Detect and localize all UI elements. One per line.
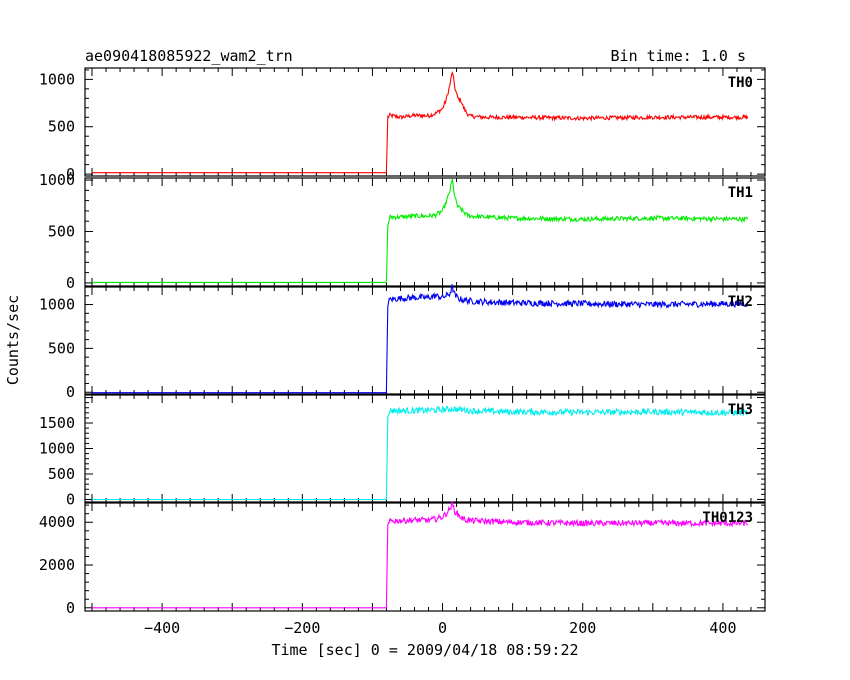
panel-label-th0: TH0 (728, 75, 753, 91)
x-tick-label: −400 (144, 619, 180, 637)
y-tick-label: 1000 (39, 440, 75, 458)
panel-label-th3: TH3 (728, 402, 753, 418)
x-tick-labels: −400 −200 0 200 400 (144, 619, 736, 637)
panel-label-th2: TH2 (728, 294, 753, 310)
panel-th0: 0 500 1000 TH0 (39, 67, 766, 183)
y-tick-label: 0 (66, 165, 75, 183)
y-tick-label: 1500 (39, 414, 75, 432)
panel-th2: 0 500 1000 TH2 (39, 284, 766, 401)
y-tick-label: 500 (48, 465, 75, 483)
y-tick-label: 0 (66, 383, 75, 401)
panel-frame (84, 502, 766, 612)
series-line-th2 (92, 284, 749, 394)
x-tick-label: 0 (438, 619, 447, 637)
panels-group: 0 500 1000 TH0 0 500 1000 TH1 0 500 1000 TH2 0 500 100… (39, 67, 766, 617)
y-tick-label: 0 (66, 490, 75, 508)
panel-frame (84, 67, 766, 177)
y-axis-label: Counts/sec (4, 295, 22, 385)
panel-frame (84, 286, 766, 395)
y-tick-label: 500 (48, 339, 75, 357)
x-axis-label: Time [sec] 0 = 2009/04/18 08:59:22 (271, 641, 578, 659)
bin-time-label: Bin time: 1.0 s (611, 47, 746, 65)
y-tick-label: 1000 (39, 70, 75, 88)
y-tick-label: 1000 (39, 171, 75, 189)
y-tick-label: 1000 (39, 296, 75, 314)
series-line-th0123 (92, 500, 748, 609)
y-tick-label: 2000 (39, 556, 75, 574)
panel-th0123: 0 2000 4000 TH0123 (39, 500, 766, 617)
series-line-th0 (92, 70, 749, 174)
y-tick-label: 0 (66, 599, 75, 617)
y-tick-label: 500 (48, 118, 75, 136)
y-tick-label: 4000 (39, 513, 75, 531)
x-tick-label: 400 (709, 619, 736, 637)
x-tick-label: −200 (284, 619, 320, 637)
panel-frame (84, 177, 766, 287)
y-tick-label: 500 (48, 222, 75, 240)
x-tick-label: 200 (569, 619, 596, 637)
series-line-th1 (92, 178, 749, 283)
y-tick-label: 0 (66, 274, 75, 292)
panel-label-th0123: TH0123 (702, 510, 753, 526)
chart-title: ae090418085922_wam2_trn (85, 47, 293, 65)
panel-th1: 0 500 1000 TH1 (39, 171, 766, 292)
series-line-th3 (92, 405, 749, 501)
panel-th3: 0 500 1000 1500 TH3 (39, 394, 766, 508)
panel-label-th1: TH1 (728, 185, 753, 201)
